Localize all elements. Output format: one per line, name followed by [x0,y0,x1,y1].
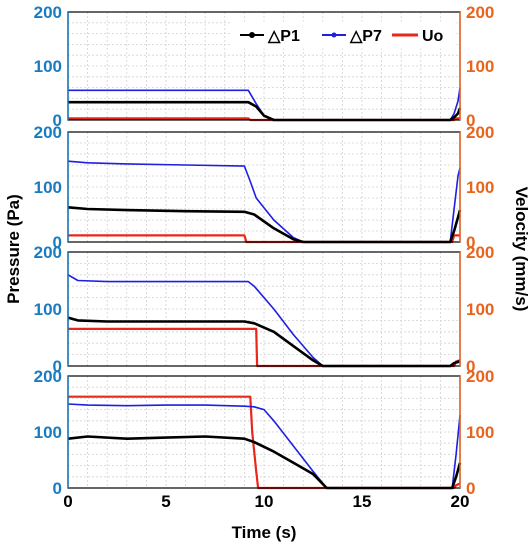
legend-entry-dp1: △P1 [240,28,300,45]
y-tick-label-right: 200 [466,123,494,142]
legend-label-dp1: △P1 [267,28,300,45]
y-tick-label-left: 0 [53,111,62,130]
y-tick-label-left: 0 [53,479,62,498]
y-tick-label-left: 100 [34,423,62,442]
series-line-dp1 [67,206,462,244]
y-tick-label-right: 0 [466,479,475,498]
y-tick-label-right: 200 [466,243,494,262]
y-tick-label-left: 200 [34,123,62,142]
legend-label-uo: Uo [422,28,444,45]
y-tick-label-right: 0 [466,111,475,130]
y-tick-label-left: 200 [34,3,62,22]
legend: △P1 △P7 Uo [231,21,457,49]
y-tick-label-right: 0 [466,233,475,252]
y-tick-label-left: 200 [34,243,62,262]
x-tick-label: 5 [161,492,170,511]
y-tick-label-right: 100 [466,423,494,442]
x-tick-label: 0 [63,492,72,511]
panel-2: 0 0 100 100 200 200 [34,123,495,252]
y-tick-label-left: 100 [34,300,62,319]
y-tick-label-right: 0 [466,357,475,376]
y-tick-label-left: 0 [53,233,62,252]
x-tick-label: 10 [255,492,274,511]
grid [67,251,461,367]
legend-marker-dp1 [249,32,255,38]
x-tick-label: 20 [451,492,470,511]
legend-entry-dp7: △P7 [322,28,382,45]
y-tick-label-left: 0 [53,357,62,376]
legend-marker-dp7 [331,32,337,38]
y-tick-label-right: 200 [466,367,494,386]
y-tick-label-left: 200 [34,367,62,386]
x-axis-label: Time (s) [232,523,297,542]
y-tick-label-left: 100 [34,57,62,76]
series-line-uo [68,395,461,490]
x-tick-label: 15 [353,492,372,511]
series-line-dp7 [67,160,461,243]
y-tick-label-right: 200 [466,3,494,22]
y-tick-label-left: 100 [34,178,62,197]
panel-3: 0 0 100 100 200 200 [34,243,495,376]
y-axis-label-left: Pressure (Pa) [4,194,23,304]
y-tick-label-right: 100 [466,57,494,76]
legend-label-dp7: △P7 [349,28,382,45]
y-tick-label-right: 100 [466,300,494,319]
y-axis-label-right: Velocity (mm/s) [512,187,530,312]
y-tick-label-right: 100 [466,178,494,197]
legend-entry-uo: Uo [392,28,444,45]
